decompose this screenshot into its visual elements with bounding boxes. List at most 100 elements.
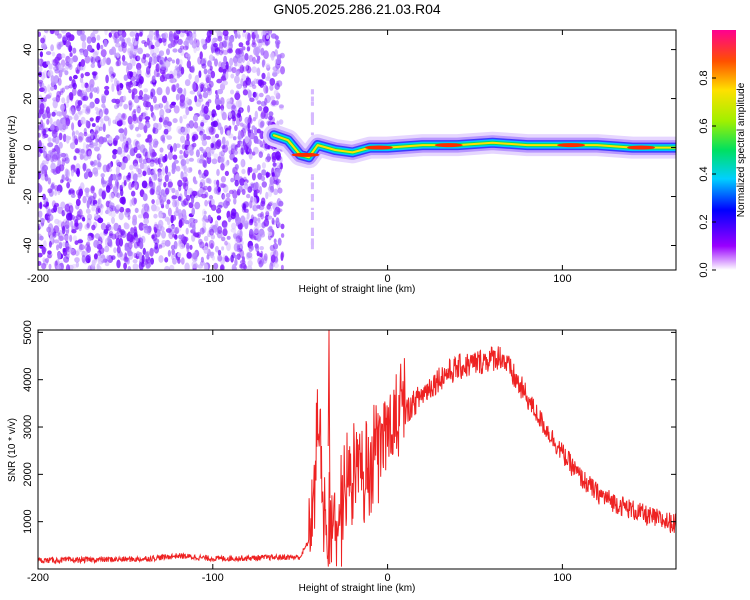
snr-y-tick-label: 1000 (22, 509, 34, 533)
spectrogram-noise-speck (255, 189, 260, 194)
spectrogram-noise-speck (166, 135, 173, 140)
spectrogram-noise-speck (175, 93, 180, 101)
spectrogram-noise-speck (231, 222, 237, 230)
spectrogram-noise-speck (262, 255, 268, 264)
spectrogram-noise-speck (48, 63, 53, 70)
spectrogram-noise-speck (208, 178, 212, 185)
spectrogram-noise-speck (69, 142, 76, 150)
spectrogram-noise-speck (221, 246, 225, 251)
spectrogram-noise-speck (127, 266, 132, 270)
spectrogram-noise-speck (149, 184, 154, 190)
spectrogram-noise-speck (241, 46, 246, 51)
spectrogram-noise-speck (122, 131, 127, 140)
spectrogram-noise-speck (144, 151, 149, 161)
spectrogram-noise-speck (256, 164, 261, 171)
spectrogram-y-tick-label: 20 (22, 92, 34, 104)
spectrogram-noise-speck (96, 265, 102, 270)
spectrogram-noise-speck (47, 188, 53, 194)
spectrogram-noise-speck (157, 157, 161, 165)
spectrogram-noise-speck (275, 58, 282, 65)
spectrogram-noise-speck (265, 86, 269, 94)
spectrogram-noise-speck (56, 146, 61, 155)
spectrogram-noise-speck (47, 250, 52, 255)
spectrogram-noise-speck (40, 97, 44, 102)
spectrogram-noise-speck (259, 246, 265, 251)
spectrogram-noise-speck (179, 30, 185, 38)
spectrogram-noise-speck (149, 168, 155, 176)
spectrogram-noise-speck (210, 204, 217, 211)
spectrogram-noise-speck (85, 85, 92, 93)
spectrogram-noise-speck (136, 116, 142, 124)
spectrogram-noise-speck (159, 108, 165, 118)
spectrogram-noise-speck (139, 162, 145, 169)
spectrogram-noise-speck (274, 49, 279, 57)
spectrogram-noise-speck (47, 137, 52, 143)
spectrogram-noise-speck (266, 120, 272, 126)
spectrogram-noise-speck (38, 261, 42, 266)
spectrogram-noise-speck (49, 125, 55, 131)
spectrogram-noise-speck (100, 44, 104, 50)
spectrogram-noise-speck (191, 82, 197, 90)
spectrogram-noise-speck (158, 117, 163, 123)
spectrogram-ridge-peak (291, 152, 320, 157)
spectrogram-noise-speck (116, 245, 121, 254)
spectrogram-noise-speck (61, 221, 66, 231)
spectrogram-noise-speck (236, 253, 241, 260)
spectrogram-noise-speck (259, 230, 265, 236)
spectrogram-noise-speck (261, 59, 265, 68)
spectrogram-noise-speck (215, 30, 221, 34)
colorbar-tick-label: 0.2 (698, 214, 710, 229)
spectrogram-noise-speck (230, 89, 235, 95)
spectrogram-noise-speck (266, 203, 271, 210)
spectrogram-noise-speck (68, 248, 75, 253)
spectrogram-noise-speck (268, 111, 274, 117)
spectrogram-noise-speck (238, 185, 243, 193)
spectrogram-noise-speck (260, 110, 266, 118)
spectrogram-noise-speck (217, 186, 221, 193)
spectrogram-noise-speck (247, 186, 253, 193)
spectrogram-noise-speck (249, 231, 253, 239)
spectrogram-noise-speck (143, 163, 148, 172)
spectrogram-noise-speck (244, 53, 249, 61)
spectrogram-noise-speck (128, 181, 133, 191)
spectrogram-noise-speck (209, 251, 215, 256)
spectrogram-noise-speck (171, 215, 177, 221)
spectrogram-noise-speck (195, 45, 200, 52)
spectrogram-noise-speck (155, 30, 160, 38)
spectrogram-artifact-speck (310, 132, 314, 136)
spectrogram-noise-speck (41, 166, 45, 175)
spectrogram-noise-speck (97, 257, 103, 262)
spectrogram-noise-speck (199, 171, 203, 179)
spectrogram-noise-speck (164, 165, 169, 175)
spectrogram-noise-speck (95, 206, 100, 215)
spectrogram-noise-speck (70, 169, 74, 177)
spectrogram-noise-speck (181, 172, 188, 178)
spectrogram-noise-speck (108, 135, 113, 144)
spectrogram-noise-speck (257, 257, 262, 265)
spectrogram-noise-speck (216, 179, 220, 187)
spectrogram-noise-speck (164, 154, 168, 162)
spectrogram-noise-speck (39, 81, 43, 87)
snr-x-label: Height of straight line (km) (299, 583, 416, 594)
spectrogram-noise-speck (176, 165, 181, 172)
spectrogram-noise-speck (96, 161, 102, 170)
spectrogram-noise-speck (98, 142, 102, 148)
spectrogram-noise-speck (177, 239, 183, 247)
spectrogram-noise-speck (120, 229, 125, 236)
spectrogram-noise-speck (248, 245, 253, 253)
spectrogram-noise-speck (77, 239, 84, 244)
spectrogram-noise-speck (57, 220, 63, 227)
spectrogram-noise-speck (74, 240, 79, 246)
spectrogram-noise-speck (87, 265, 92, 270)
spectrogram-noise-speck (52, 231, 57, 238)
spectrogram-noise-speck (155, 198, 160, 206)
spectrogram-noise-speck (277, 237, 282, 246)
spectrogram-noise-speck (237, 99, 242, 109)
spectrogram-noise-speck (230, 254, 234, 263)
colorbar-tick-label: 0.6 (698, 118, 710, 133)
spectrogram-noise-speck (101, 189, 107, 198)
spectrogram-noise-speck (191, 135, 196, 142)
spectrogram-noise-speck (119, 30, 123, 35)
spectrogram-noise-speck (225, 192, 231, 198)
spectrogram-noise-speck (164, 174, 169, 183)
